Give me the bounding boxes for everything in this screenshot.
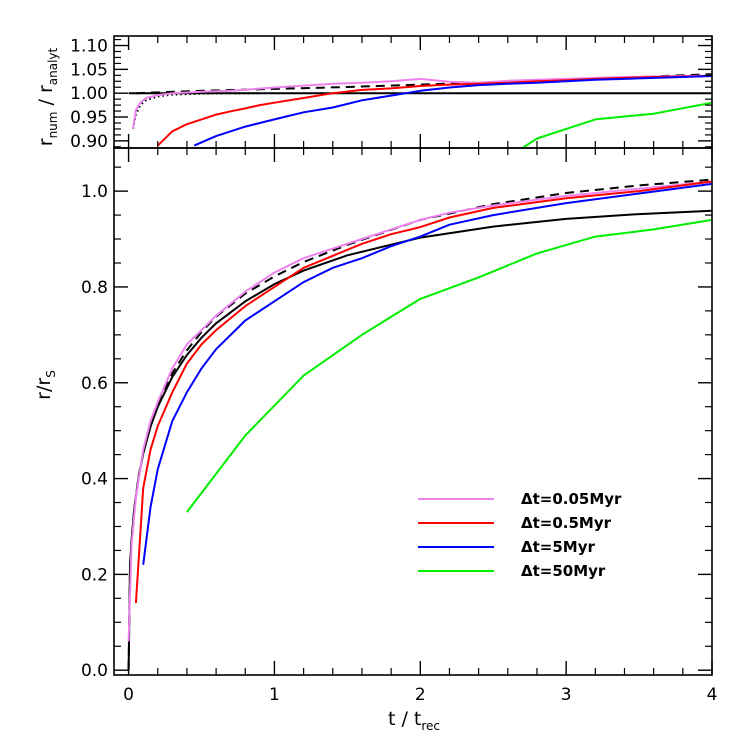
ratio-ytick-label: 1.00 <box>70 84 108 104</box>
ratio-reference-dotted <box>132 92 260 130</box>
radius-ytick-label: 0.6 <box>81 374 108 394</box>
radius-xtick-label: 3 <box>561 685 572 705</box>
ratio-axis-label-sub2: analyt <box>46 47 60 85</box>
ratio-panel-ticks: 0.90 0.95 1.00 1.05 1.10 <box>70 36 713 152</box>
time-axis-label: t / trec <box>388 708 440 733</box>
radius-plot-area <box>127 178 712 671</box>
radius-xtick-label: 1 <box>269 685 280 705</box>
radius-series-3 <box>186 218 712 513</box>
time-axis-label-slash: / <box>401 708 408 730</box>
time-axis-label-sub: rec <box>421 719 440 733</box>
ratio-axis-label-r2: r <box>35 85 57 93</box>
radius-panel-frame <box>113 147 713 676</box>
ratio-ytick-label: 0.90 <box>70 132 108 152</box>
radius-axis-label-sub: S <box>44 370 58 378</box>
radius-xtick-label: 2 <box>415 685 426 705</box>
radius-ytick-label: 0.0 <box>81 661 108 681</box>
ratio-axis-label-slash: / <box>35 98 57 105</box>
radius-series-0 <box>127 180 712 642</box>
radius-series-2 <box>142 182 712 565</box>
radius-panel-ticks: 0.0 0.2 0.4 0.6 0.8 1.0 0 1 2 3 4 <box>81 148 717 705</box>
radius-reference-analytic-dashed <box>127 178 712 671</box>
radius-axis-label-main: r/r <box>33 378 55 400</box>
radius-reference-analytic-solid <box>127 209 712 671</box>
ratio-ytick-label: 0.95 <box>70 108 108 128</box>
ratio-axis-label-sub1: num <box>46 112 60 139</box>
time-axis-label-t2: t <box>414 708 421 730</box>
legend: Δt=0.05Myr Δt=0.5Myr Δt=5Myr Δt=50Myr <box>418 490 622 580</box>
radius-panel: 0.00.20.40.60.81.00 1 2 3 4 r/rS t / trec Δt… <box>33 147 717 733</box>
ratio-ytick-label: 1.05 <box>70 60 108 80</box>
ratio-series-3 <box>521 101 712 148</box>
ratio-axis-label: rnum / ranalyt <box>35 47 60 146</box>
ratio-ytick-label: 1.10 <box>70 37 108 57</box>
radius-xtick-label: 4 <box>707 685 718 705</box>
ratio-series-2 <box>193 75 712 147</box>
radius-ytick-label: 0.8 <box>81 278 108 298</box>
legend-label-1: Δt=0.5Myr <box>521 514 612 532</box>
radius-ytick-label: 0.4 <box>81 470 108 490</box>
radius-ytick-label: 1.0 <box>81 182 108 202</box>
ratio-panel: 0.900.951.001.051.10 rnum / ranalyt <box>35 35 713 152</box>
ratio-plot-area <box>128 73 712 148</box>
radius-ytick-label: 0.2 <box>81 565 108 585</box>
legend-label-0: Δt=0.05Myr <box>521 490 622 508</box>
legend-label-2: Δt=5Myr <box>521 538 595 556</box>
ratio-series-1 <box>157 75 712 147</box>
radius-xtick-label: 0 <box>123 685 134 705</box>
legend-label-3: Δt=50Myr <box>521 562 606 580</box>
radius-series-1 <box>134 180 712 604</box>
ratio-axis-label-r1: r <box>35 138 57 146</box>
radius-axis-label: r/rS <box>33 370 58 400</box>
time-axis-label-t1: t <box>388 708 395 730</box>
